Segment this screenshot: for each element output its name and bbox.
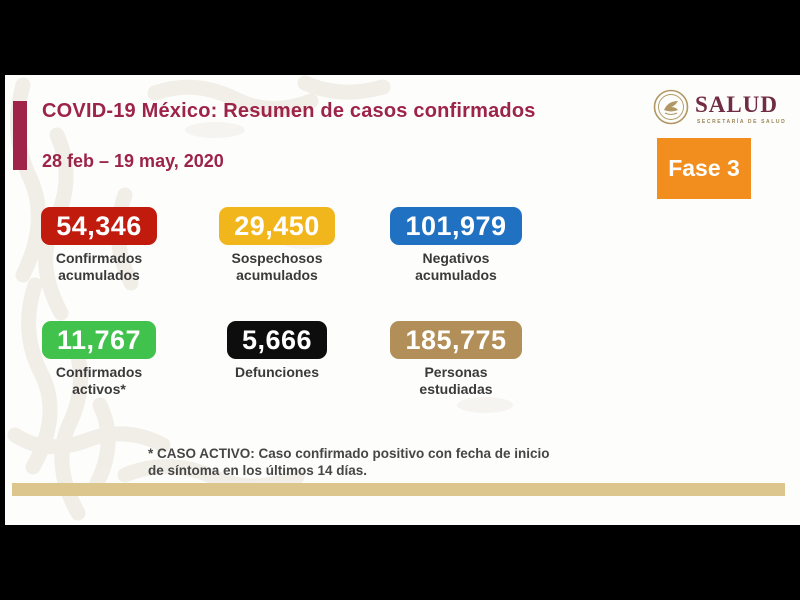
date-range: 28 feb – 19 may, 2020 xyxy=(42,151,224,171)
footnote-caso-activo: * CASO ACTIVO: Caso confirmado positivo … xyxy=(148,445,550,479)
stat-value: 54,346 xyxy=(41,207,157,245)
title-accent-bar xyxy=(13,101,27,170)
slide: COVID-19 México: Resumen de casos confir… xyxy=(5,75,800,525)
salud-subtitle: SECRETARÍA DE SALUD xyxy=(697,119,787,125)
stat-label: Personas estudiadas xyxy=(419,364,493,397)
footnote-line1: * CASO ACTIVO: Caso confirmado positivo … xyxy=(148,446,550,461)
stat-value: 185,775 xyxy=(390,321,522,359)
stat-card-confirmados-activos: 11,767 Confirmados activos* xyxy=(5,321,194,398)
phase-badge: Fase 3 xyxy=(657,138,751,199)
stat-value: 29,450 xyxy=(219,207,335,245)
stat-card-defunciones: 5,666 Defunciones xyxy=(182,321,372,381)
salud-wordmark: SALUD xyxy=(695,92,778,117)
stat-card-sospechosos-acumulados: 29,450 Sospechosos acumulados xyxy=(182,207,372,284)
footnote-line2: de síntoma en los últimos 14 días. xyxy=(148,463,368,478)
stat-card-personas-estudiadas: 185,775 Personas estudiadas xyxy=(361,321,551,398)
stat-card-confirmados-acumulados: 54,346 Confirmados acumulados xyxy=(5,207,194,284)
stat-value: 5,666 xyxy=(226,321,328,359)
stat-card-negativos-acumulados: 101,979 Negativos acumulados xyxy=(361,207,551,284)
stat-label: Negativos acumulados xyxy=(415,250,497,283)
page-title: COVID-19 México: Resumen de casos confir… xyxy=(42,100,536,122)
stat-label: Sospechosos acumulados xyxy=(231,250,323,283)
stat-label: Confirmados activos* xyxy=(55,364,143,397)
stat-value: 11,767 xyxy=(41,321,157,359)
stat-label: Defunciones xyxy=(234,364,319,380)
stat-value: 101,979 xyxy=(390,207,522,245)
eagle-seal-icon xyxy=(653,89,689,125)
bottom-accent-bar xyxy=(12,483,785,496)
stat-label: Confirmados acumulados xyxy=(55,250,143,283)
salud-logo: SALUD SECRETARÍA DE SALUD xyxy=(649,87,799,125)
